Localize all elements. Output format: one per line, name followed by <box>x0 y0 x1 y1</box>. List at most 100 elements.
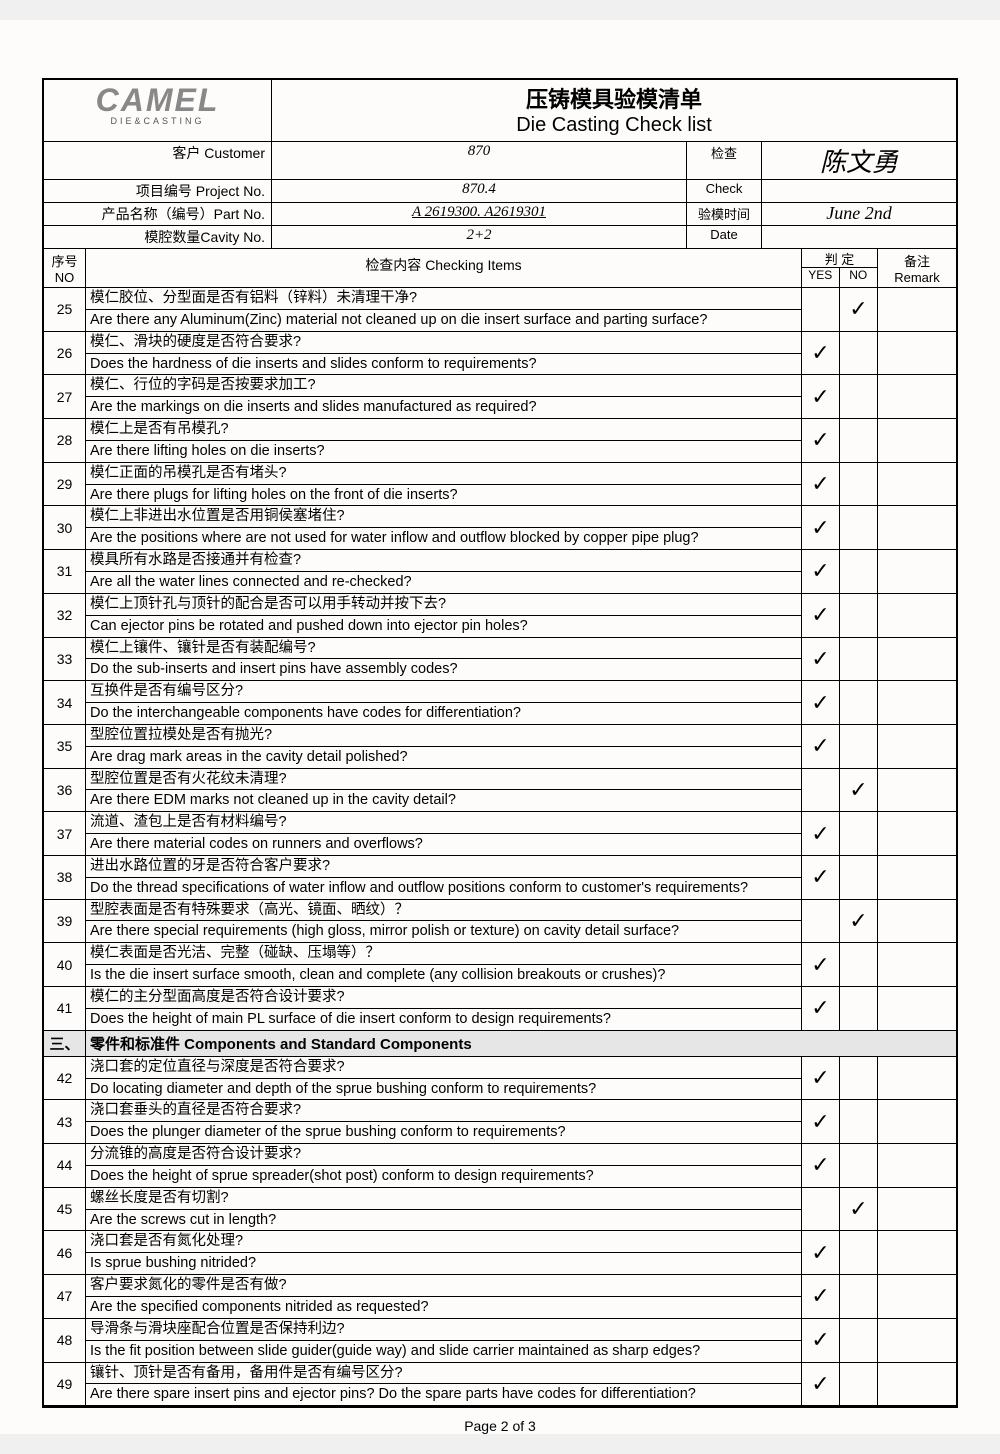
row-content: 模仁、行位的字码是否按要求加工?Are the markings on die … <box>86 375 802 418</box>
row-content: 导滑条与滑块座配合位置是否保持利边?Is the fit position be… <box>86 1319 802 1362</box>
row-yes: ✓ <box>802 463 840 506</box>
row-remark <box>878 812 956 855</box>
row-en: Is the die insert surface smooth, clean … <box>86 965 801 986</box>
row-remark <box>878 769 956 812</box>
row-content: 流道、渣包上是否有材料编号?Are there material codes o… <box>86 812 802 855</box>
customer-value: 870 <box>272 142 687 179</box>
row-nocol <box>840 1057 878 1100</box>
table-row: 38进出水路位置的牙是否符合客户要求?Do the thread specifi… <box>44 856 956 900</box>
page-number: Page 2 of 3 <box>42 1418 958 1434</box>
row-remark <box>878 463 956 506</box>
row-content: 型腔表面是否有特殊要求（高光、镜面、晒纹）？Are there special … <box>86 900 802 943</box>
row-content: 模仁上镶件、镶针是否有装配编号?Do the sub-inserts and i… <box>86 638 802 681</box>
row-cn: 镶针、顶针是否有备用，备用件是否有编号区分? <box>86 1363 801 1385</box>
row-no: 28 <box>44 419 86 462</box>
row-yes: ✓ <box>802 987 840 1030</box>
row-remark <box>878 288 956 331</box>
row-no: 49 <box>44 1363 86 1406</box>
row-yes: ✓ <box>802 943 840 986</box>
checklist-table: CAMEL DIE&CASTING 压铸模具验模清单 Die Casting C… <box>42 78 958 1408</box>
row-nocol: ✓ <box>840 769 878 812</box>
logo-cell: CAMEL DIE&CASTING <box>44 80 272 142</box>
row-remark <box>878 550 956 593</box>
row-en: Does the height of main PL surface of di… <box>86 1009 801 1030</box>
row-yes: ✓ <box>802 1144 840 1187</box>
rows-group-1: 25模仁胶位、分型面是否有铝料（锌料）未清理干净?Are there any A… <box>44 288 956 1031</box>
row-cn: 客户要求氮化的零件是否有做? <box>86 1275 801 1297</box>
table-row: 41模仁的主分型面高度是否符合设计要求?Does the height of m… <box>44 987 956 1031</box>
table-row: 35型腔位置拉模处是否有抛光?Are drag mark areas in th… <box>44 725 956 769</box>
header-no: 序号 NO <box>44 249 86 287</box>
row-content: 进出水路位置的牙是否符合客户要求?Do the thread specifica… <box>86 856 802 899</box>
row-yes: ✓ <box>802 419 840 462</box>
row-en: Is the fit position between slide guider… <box>86 1341 801 1362</box>
table-row: 49镶针、顶针是否有备用，备用件是否有编号区分?Are there spare … <box>44 1363 956 1407</box>
row-remark <box>878 1057 956 1100</box>
row-en: Are there any Aluminum(Zinc) material no… <box>86 310 801 331</box>
info-cavity: 模腔数量Cavity No. 2+2 Date <box>44 226 956 249</box>
row-yes <box>802 769 840 812</box>
row-yes <box>802 900 840 943</box>
row-content: 模仁、滑块的硬度是否符合要求?Does the hardness of die … <box>86 332 802 375</box>
table-row: 36型腔位置是否有火花纹未清理?Are there EDM marks not … <box>44 769 956 813</box>
header-row: CAMEL DIE&CASTING 压铸模具验模清单 Die Casting C… <box>44 80 956 142</box>
row-no: 26 <box>44 332 86 375</box>
header-remark: 备注 Remark <box>878 249 956 287</box>
header-item: 检查内容 Checking Items <box>86 249 802 287</box>
section-title: 零件和标准件 Components and Standard Component… <box>86 1031 956 1056</box>
row-en: Do the interchangeable components have c… <box>86 703 801 724</box>
title-cell: 压铸模具验模清单 Die Casting Check list <box>272 80 956 142</box>
row-no: 41 <box>44 987 86 1030</box>
row-nocol <box>840 638 878 681</box>
row-no: 39 <box>44 900 86 943</box>
row-content: 客户要求氮化的零件是否有做?Are the specified componen… <box>86 1275 802 1318</box>
date-label-2: Date <box>687 226 762 248</box>
row-yes: ✓ <box>802 725 840 768</box>
row-yes <box>802 288 840 331</box>
row-nocol <box>840 332 878 375</box>
table-row: 45螺丝长度是否有切割?Are the screws cut in length… <box>44 1188 956 1232</box>
row-nocol <box>840 419 878 462</box>
row-remark <box>878 681 956 724</box>
table-row: 32模仁上顶针孔与顶针的配合是否可以用手转动并按下去?Can ejector p… <box>44 594 956 638</box>
row-yes: ✓ <box>802 856 840 899</box>
row-nocol <box>840 1319 878 1362</box>
row-cn: 模仁的主分型面高度是否符合设计要求? <box>86 987 801 1009</box>
row-en: Does the plunger diameter of the sprue b… <box>86 1122 801 1143</box>
row-no: 29 <box>44 463 86 506</box>
cavity-value: 2+2 <box>272 226 687 248</box>
row-en: Are all the water lines connected and re… <box>86 572 801 593</box>
row-cn: 模仁胶位、分型面是否有铝料（锌料）未清理干净? <box>86 288 801 310</box>
row-cn: 型腔位置拉模处是否有抛光? <box>86 725 801 747</box>
row-en: Can ejector pins be rotated and pushed d… <box>86 616 801 637</box>
row-cn: 模仁正面的吊模孔是否有堵头? <box>86 463 801 485</box>
row-no: 30 <box>44 506 86 549</box>
row-nocol <box>840 856 878 899</box>
row-cn: 导滑条与滑块座配合位置是否保持利边? <box>86 1319 801 1341</box>
row-cn: 浇口套垂头的直径是否符合要求? <box>86 1100 801 1122</box>
row-content: 模仁表面是否光洁、完整（碰缺、压塌等）？Is the die insert su… <box>86 943 802 986</box>
table-row: 46浇口套是否有氮化处理?Is sprue bushing nitrided?✓ <box>44 1231 956 1275</box>
row-nocol <box>840 1231 878 1274</box>
table-row: 31模具所有水路是否接通并有检查?Are all the water lines… <box>44 550 956 594</box>
row-remark <box>878 419 956 462</box>
row-content: 浇口套垂头的直径是否符合要求?Does the plunger diameter… <box>86 1100 802 1143</box>
row-remark <box>878 638 956 681</box>
row-remark <box>878 1144 956 1187</box>
section-row: 三、 零件和标准件 Components and Standard Compon… <box>44 1031 956 1057</box>
header-remark-cn: 备注 <box>880 251 954 270</box>
row-cn: 模仁、滑块的硬度是否符合要求? <box>86 332 801 354</box>
row-content: 模仁正面的吊模孔是否有堵头?Are there plugs for liftin… <box>86 463 802 506</box>
row-en: Are there spare insert pins and ejector … <box>86 1384 801 1405</box>
row-no: 32 <box>44 594 86 637</box>
row-nocol <box>840 1363 878 1406</box>
row-remark <box>878 1231 956 1274</box>
row-remark <box>878 943 956 986</box>
row-no: 36 <box>44 769 86 812</box>
header-judge: 判 定 <box>802 249 877 268</box>
row-nocol <box>840 506 878 549</box>
row-content: 模仁的主分型面高度是否符合设计要求?Does the height of mai… <box>86 987 802 1030</box>
row-content: 浇口套是否有氮化处理?Is sprue bushing nitrided? <box>86 1231 802 1274</box>
row-content: 模仁上是否有吊模孔?Are there lifting holes on die… <box>86 419 802 462</box>
rows-group-2: 42浇口套的定位直径与深度是否符合要求?Do locating diameter… <box>44 1057 956 1407</box>
